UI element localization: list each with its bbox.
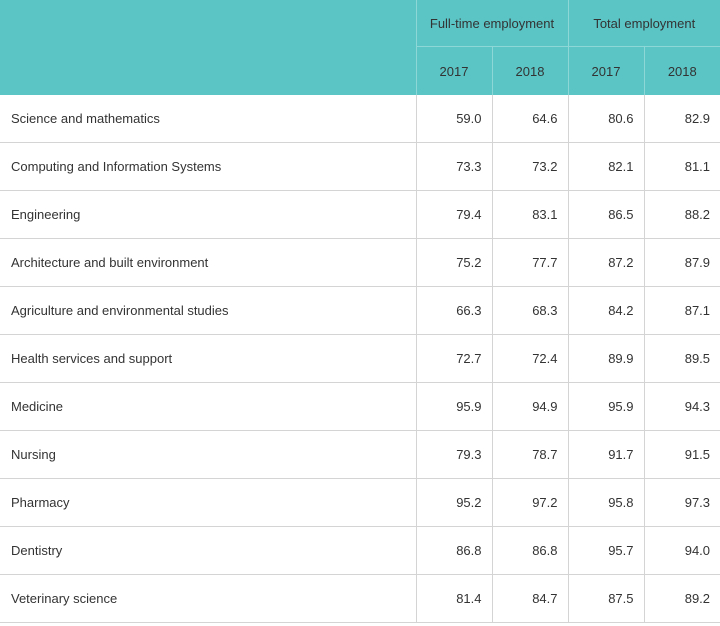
value-cell: 81.1	[644, 142, 720, 191]
value-cell: 73.2	[492, 142, 569, 191]
value-cell: 82.9	[644, 95, 720, 143]
value-cell: 87.9	[644, 238, 720, 287]
value-cell: 59.0	[416, 95, 493, 143]
value-cell: 95.7	[568, 526, 645, 575]
header-year-cell: 2017	[416, 46, 493, 95]
value-cell: 66.3	[416, 286, 493, 335]
value-cell: 68.3	[492, 286, 569, 335]
row-label-cell: Medicine	[0, 382, 417, 431]
table-row: Health services and support 72.7 72.4 89.9 8…	[0, 334, 720, 383]
header-group-row: Full-time employment Total employment	[0, 0, 720, 95]
table-row: Computing and Information Systems 73.3 73.…	[0, 142, 720, 191]
value-cell: 79.4	[416, 190, 493, 239]
value-cell: 78.7	[492, 430, 569, 479]
table-row: Agriculture and environmental studies 66.…	[0, 286, 720, 335]
row-label-cell: Health services and support	[0, 334, 417, 383]
value-cell: 97.2	[492, 478, 569, 527]
value-cell: 77.7	[492, 238, 569, 287]
value-cell: 86.8	[492, 526, 569, 575]
header-year-row: 2017 2018 2017 2018	[0, 46, 720, 95]
header-group-total: Total employment	[568, 0, 720, 47]
value-cell: 91.5	[644, 430, 720, 479]
value-cell: 88.2	[644, 190, 720, 239]
value-cell: 84.2	[568, 286, 645, 335]
table-row: Engineering 79.4 83.1 86.5 88.2	[0, 190, 720, 239]
row-label-cell: Agriculture and environmental studies	[0, 286, 417, 335]
value-cell: 64.6	[492, 95, 569, 143]
value-cell: 80.6	[568, 95, 645, 143]
table-body: Science and mathematics 59.0 64.6 80.6 82.9 C…	[0, 95, 720, 623]
row-label-cell: Science and mathematics	[0, 95, 417, 143]
value-cell: 72.7	[416, 334, 493, 383]
row-label-cell: Nursing	[0, 430, 417, 479]
value-cell: 89.2	[644, 574, 720, 623]
row-label-cell: Computing and Information Systems	[0, 142, 417, 191]
value-cell: 95.9	[568, 382, 645, 431]
table-header: Full-time employment Total employment 20…	[0, 0, 720, 95]
value-cell: 91.7	[568, 430, 645, 479]
value-cell: 89.9	[568, 334, 645, 383]
value-cell: 94.9	[492, 382, 569, 431]
value-cell: 81.4	[416, 574, 493, 623]
value-cell: 84.7	[492, 574, 569, 623]
value-cell: 79.3	[416, 430, 493, 479]
value-cell: 94.3	[644, 382, 720, 431]
value-cell: 82.1	[568, 142, 645, 191]
table-row: Architecture and built environment 75.2 77…	[0, 238, 720, 287]
value-cell: 75.2	[416, 238, 493, 287]
row-label-cell: Dentistry	[0, 526, 417, 575]
value-cell: 95.2	[416, 478, 493, 527]
table-row: Science and mathematics 59.0 64.6 80.6 82.9	[0, 95, 720, 143]
value-cell: 87.1	[644, 286, 720, 335]
row-label-cell: Pharmacy	[0, 478, 417, 527]
table-row: Veterinary science 81.4 84.7 87.5 89.2	[0, 574, 720, 623]
value-cell: 95.9	[416, 382, 493, 431]
header-year-cell: 2018	[492, 46, 569, 95]
value-cell: 72.4	[492, 334, 569, 383]
value-cell: 95.8	[568, 478, 645, 527]
value-cell: 94.0	[644, 526, 720, 575]
table-row: Medicine 95.9 94.9 95.9 94.3	[0, 382, 720, 431]
header-year-cell: 2017	[568, 46, 645, 95]
table-row: Dentistry 86.8 86.8 95.7 94.0	[0, 526, 720, 575]
value-cell: 73.3	[416, 142, 493, 191]
value-cell: 83.1	[492, 190, 569, 239]
value-cell: 89.5	[644, 334, 720, 383]
header-group-full-time: Full-time employment	[416, 0, 569, 47]
value-cell: 87.2	[568, 238, 645, 287]
header-corner-cell	[0, 0, 417, 95]
table-row: Nursing 79.3 78.7 91.7 91.5	[0, 430, 720, 479]
value-cell: 87.5	[568, 574, 645, 623]
table-row: Pharmacy 95.2 97.2 95.8 97.3	[0, 478, 720, 527]
value-cell: 86.8	[416, 526, 493, 575]
value-cell: 86.5	[568, 190, 645, 239]
row-label-cell: Architecture and built environment	[0, 238, 417, 287]
row-label-cell: Veterinary science	[0, 574, 417, 623]
header-year-cell: 2018	[644, 46, 720, 95]
value-cell: 97.3	[644, 478, 720, 527]
row-label-cell: Engineering	[0, 190, 417, 239]
